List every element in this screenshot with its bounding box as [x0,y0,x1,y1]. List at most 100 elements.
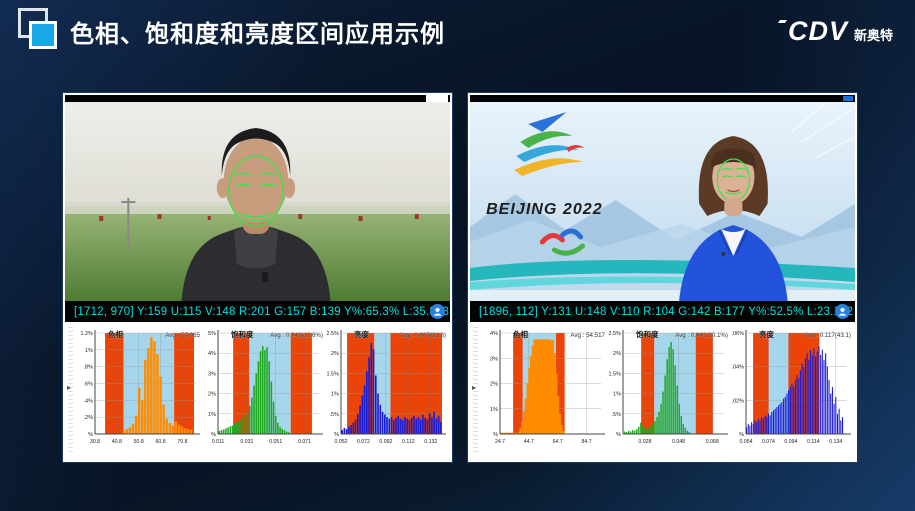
svg-text:0.011: 0.011 [212,439,225,445]
pixel-readout-left: [1712, 970] Y:159 U:115 V:148 R:201 G:15… [74,305,450,318]
svg-text:24.7: 24.7 [495,439,505,445]
svg-text:2%: 2% [331,351,339,357]
svg-text:60.8: 60.8 [156,439,166,445]
svg-text:Avg : 57.965: Avg : 57.965 [165,332,200,339]
svg-text:5%: 5% [208,331,216,337]
panel-gutter: ▸ [470,327,483,455]
svg-text:0.072: 0.072 [357,439,370,445]
histogram-luma-right: .06% .04% .02%% 0.054 0.074 0.094 0.114 0.134 亮度… [729,327,852,454]
svg-text:4%: 4% [490,331,498,337]
svg-text:2.5%: 2.5% [326,331,339,337]
svg-text:1%: 1% [331,392,339,398]
cdv-logo-subtext: 新奥特 [853,28,893,43]
distant-field-markers [99,198,419,250]
svg-text:2.5%: 2.5% [608,331,621,337]
svg-text:色相: 色相 [513,329,528,339]
svg-text:40.8: 40.8 [112,439,122,445]
collapse-arrow-icon[interactable]: ▸ [67,383,72,393]
pixel-readout-right: [1896, 112] Y:131 U:148 V:110 R:104 G:14… [479,305,854,318]
svg-text:64.7: 64.7 [553,439,563,445]
panel-gutter: ▸ [65,327,78,455]
histogram-saturation-right: 2.5% 2% 1.5% 1% .5%% 0.028 0.048 0.068 饱和度 Avg : … [606,327,729,454]
video-preview-right: BEIJING 2022 [470,102,855,301]
cdv-logo-brand: CDV [787,16,848,46]
collapse-arrow-icon[interactable]: ▸ [472,383,477,393]
svg-text:0.031: 0.031 [240,439,253,445]
svg-text:2%: 2% [613,351,621,357]
svg-text:色相: 色相 [108,329,123,339]
monitor-panel-left: [1712, 970] Y:159 U:115 V:148 R:201 G:15… [63,93,452,462]
svg-text:亮度: 亮度 [354,329,369,339]
svg-text:.2%: .2% [84,415,94,421]
svg-text:0.068: 0.068 [706,439,719,445]
svg-text:.6%: .6% [84,382,94,388]
svg-text:.8%: .8% [84,365,94,371]
svg-text:1%: 1% [613,392,621,398]
svg-text:3%: 3% [490,356,498,362]
svg-text:30.8: 30.8 [90,439,100,445]
svg-text:.06%: .06% [731,331,744,337]
svg-text:%: % [88,432,93,438]
beijing2022-emblem: BEIJING 2022 [486,112,602,256]
beijing2022-studio-scene: BEIJING 2022 [470,102,855,301]
svg-text:.4%: .4% [84,398,94,404]
svg-text:0.094: 0.094 [784,439,797,445]
interviewee-figure [181,128,331,301]
svg-text:.02%: .02% [731,398,744,404]
svg-text:0.074: 0.074 [762,439,775,445]
svg-text:%: % [739,432,744,438]
histogram-row-left: ▸ 1.2% 1% .8% .6% .4% .2%% 30.8 40.8 50.8 60.8 70.… [65,327,450,455]
bullet-front-square [29,21,57,49]
cdv-logo: CDV 新奥特 [777,16,893,47]
svg-text:44.7: 44.7 [524,439,534,445]
svg-text:0.028: 0.028 [638,439,651,445]
svg-text:1.2%: 1.2% [80,331,93,337]
video-topbar-chip [843,96,853,101]
svg-text:0.071: 0.071 [298,439,311,445]
face-picker-avatar-icon[interactable] [835,304,850,319]
svg-text:.04%: .04% [731,365,744,371]
svg-text:.5%: .5% [612,412,622,418]
sun-rays [791,102,855,158]
histogram-hue-right: 4% 3% 2% 1%% 24.7 44.7 64.7 84.7 色相 Avg : 54.517 [483,327,606,454]
svg-text:1%: 1% [85,348,93,354]
svg-text:0.051: 0.051 [269,439,282,445]
svg-text:Avg : 54.517: Avg : 54.517 [570,332,605,339]
title-bullet-icon [18,8,68,58]
svg-text:%: % [211,432,216,438]
histogram-luma-left: 2.5% 2% 1.5% 1% .5%% 0.052 0.072 0.092 0.112 0.13… [324,327,447,454]
svg-text:亮度: 亮度 [759,329,774,339]
page-title: 色相、饱和度和亮度区间应用示例 [70,21,445,48]
svg-text:Avg : 0.117(43.1): Avg : 0.117(43.1) [804,332,851,339]
svg-text:2%: 2% [490,382,498,388]
svg-text:Avg : 0.087(21.8): Avg : 0.087(21.8) [399,332,446,339]
svg-text:0.114: 0.114 [807,439,820,445]
svg-text:Avg : 0.043(20.1%): Avg : 0.043(20.1%) [675,332,728,339]
svg-text:1%: 1% [490,407,498,413]
video-topbar-right [470,95,855,102]
video-preview-left [65,102,450,301]
anchor-figure [679,136,788,301]
svg-text:4%: 4% [208,351,216,357]
cdv-logo-tick-icon [777,20,788,23]
svg-text:%: % [616,432,621,438]
pixel-status-bar-right: [1896, 112] Y:131 U:148 V:110 R:104 G:14… [470,301,855,322]
svg-text:0.092: 0.092 [379,439,392,445]
svg-text:0.134: 0.134 [829,439,842,445]
svg-text:.5%: .5% [330,412,340,418]
svg-text:0.132: 0.132 [424,439,437,445]
svg-text:%: % [334,432,339,438]
pixel-status-bar-left: [1712, 970] Y:159 U:115 V:148 R:201 G:15… [65,301,450,322]
monitor-panel-right: BEIJING 2022 [468,93,857,462]
svg-text:2%: 2% [208,392,216,398]
field-interview-scene [65,102,450,301]
svg-text:70.8: 70.8 [177,439,187,445]
svg-text:Avg : 0.042(19.6%): Avg : 0.042(19.6%) [270,332,323,339]
histogram-row-right: ▸ 4% 3% 2% 1%% 24.7 44.7 64.7 84.7 色相 Avg : 54.51… [470,327,855,455]
svg-text:0.054: 0.054 [740,439,753,445]
histogram-saturation-left: 5% 4% 3% 2% 1%% 0.011 0.031 0.051 0.071 饱和度 Avg : … [201,327,324,454]
svg-text:1.5%: 1.5% [326,371,339,377]
svg-text:0.048: 0.048 [672,439,685,445]
face-picker-avatar-icon[interactable] [430,304,445,319]
face-detect-outline [228,155,284,227]
